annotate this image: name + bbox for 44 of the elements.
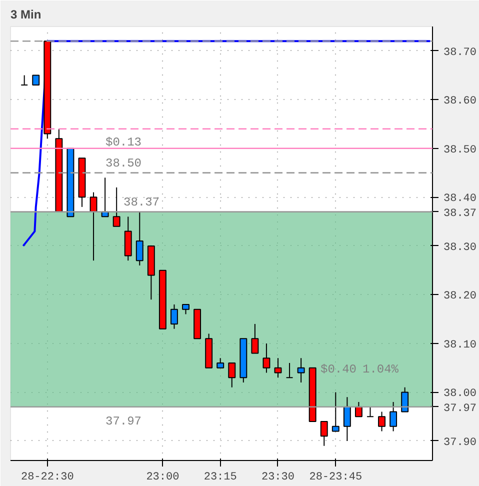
candlestick	[332, 392, 340, 432]
y-tick-label: 38.70	[444, 46, 477, 59]
candlestick	[170, 304, 178, 330]
line-series	[22, 40, 432, 247]
ref-line-label: 37.97	[444, 402, 477, 415]
candlestick	[274, 358, 282, 378]
annotation: 38.37	[124, 196, 160, 210]
y-tick-label: 38.20	[444, 290, 477, 303]
annotation: 38.50	[106, 156, 142, 170]
candlestick	[20, 74, 28, 86]
candlestick	[182, 304, 190, 315]
candlestick	[286, 362, 294, 378]
y-tick-label: 37.90	[444, 436, 477, 449]
candlestick	[320, 420, 328, 446]
ref-line-label: 38.37	[444, 208, 477, 220]
annotation: $0.13	[106, 136, 142, 150]
candlestick	[390, 401, 398, 432]
x-tick-label: 28-23:45	[309, 472, 362, 484]
x-tick-label: 23:00	[146, 472, 180, 484]
candlestick	[112, 186, 120, 227]
candlestick	[366, 406, 374, 418]
candlestick	[343, 396, 351, 442]
candlestick	[216, 358, 224, 368]
y-tick-label: 38.50	[444, 144, 477, 156]
y-tick-label: 38.40	[444, 193, 477, 206]
candlestick	[262, 342, 270, 374]
candlestick	[251, 323, 259, 354]
candlestick	[378, 411, 386, 432]
annotation: 1.04%	[362, 362, 400, 376]
candlestick	[32, 74, 40, 86]
annotation: 37.97	[106, 414, 142, 428]
candlestick	[354, 401, 362, 418]
candlestick	[228, 362, 236, 388]
y-tick-label: 38.60	[444, 96, 477, 108]
candlestick	[297, 358, 305, 383]
x-tick-label: 28-22:30	[20, 472, 74, 484]
candlestick	[136, 211, 144, 266]
x-tick-label: 23:30	[261, 472, 295, 484]
y-tick-label: 38.10	[444, 339, 477, 352]
y-tick-label: 38.30	[444, 242, 477, 254]
y-tick-label: 38.00	[444, 388, 477, 400]
x-tick-label: 23:15	[204, 472, 237, 484]
annotation: $0.40	[320, 362, 357, 376]
chart-title: 3 Min	[10, 8, 42, 22]
